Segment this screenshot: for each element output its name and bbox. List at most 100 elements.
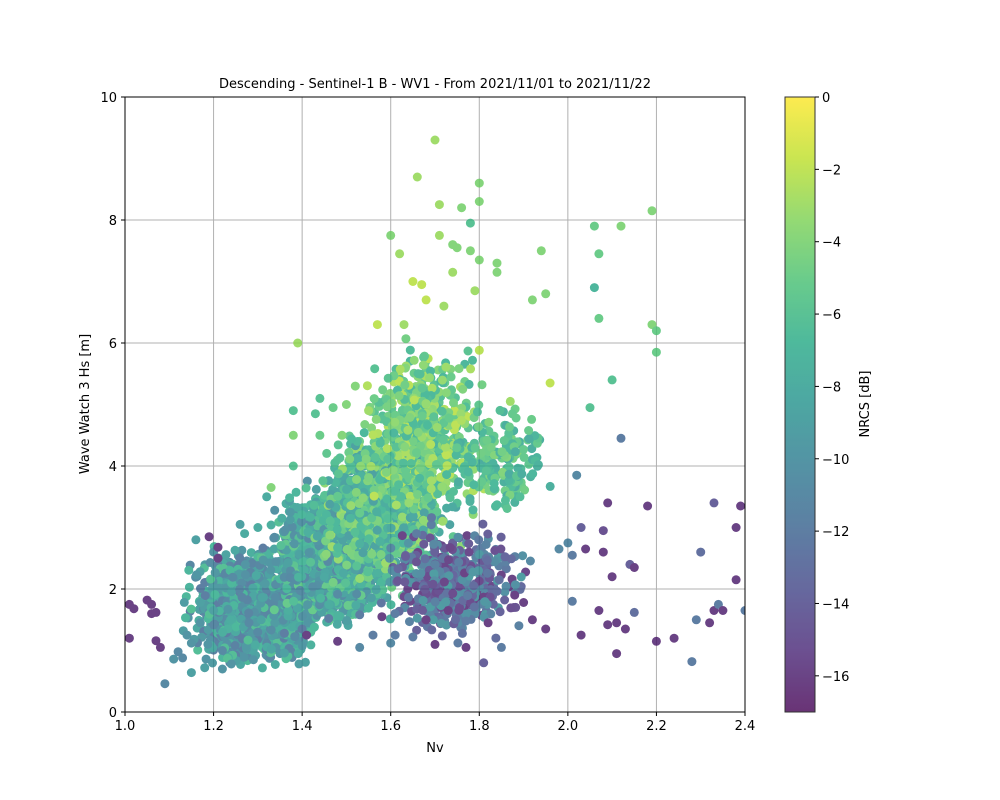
data-point xyxy=(201,654,211,664)
data-point xyxy=(418,360,428,370)
data-point xyxy=(305,512,315,522)
data-point xyxy=(203,639,213,649)
data-point xyxy=(382,444,392,454)
data-point xyxy=(429,412,439,422)
data-point xyxy=(266,644,276,654)
data-point xyxy=(318,476,328,486)
data-point xyxy=(364,534,374,544)
data-point xyxy=(266,565,276,575)
data-point xyxy=(437,482,447,492)
data-point xyxy=(352,561,362,571)
data-point xyxy=(376,550,386,559)
data-point xyxy=(400,442,410,452)
data-point xyxy=(345,454,355,464)
data-point xyxy=(316,593,326,603)
data-point xyxy=(369,394,379,404)
data-point xyxy=(359,428,369,438)
data-point xyxy=(290,632,300,642)
data-point xyxy=(319,572,329,582)
data-point xyxy=(243,635,253,645)
data-point xyxy=(417,383,427,393)
data-point xyxy=(413,490,423,499)
data-point xyxy=(401,469,411,479)
data-point xyxy=(363,603,373,613)
data-point xyxy=(235,553,245,563)
data-point xyxy=(351,487,361,497)
data-point xyxy=(289,539,299,549)
data-point xyxy=(228,572,238,582)
data-point xyxy=(464,539,474,549)
data-point xyxy=(458,384,468,394)
data-point xyxy=(260,579,270,589)
data-point xyxy=(419,508,429,518)
data-point xyxy=(364,473,374,482)
data-point xyxy=(181,613,190,623)
data-point xyxy=(200,591,210,601)
data-point xyxy=(404,498,414,508)
data-point xyxy=(309,622,319,632)
data-point xyxy=(403,425,413,435)
data-point xyxy=(325,499,335,509)
data-point xyxy=(325,530,335,540)
data-point xyxy=(423,493,433,503)
data-point xyxy=(289,596,299,606)
data-point xyxy=(441,362,451,372)
data-point xyxy=(312,531,322,541)
data-point xyxy=(266,625,276,635)
data-point xyxy=(321,549,331,559)
data-point xyxy=(444,413,454,423)
data-point xyxy=(454,364,464,374)
data-point xyxy=(253,627,263,637)
data-point xyxy=(415,463,425,473)
data-point xyxy=(351,600,361,610)
data-point xyxy=(370,364,380,374)
data-point xyxy=(362,381,372,391)
data-point xyxy=(431,460,441,469)
data-point xyxy=(352,589,362,599)
data-point xyxy=(413,427,423,437)
data-point xyxy=(324,600,334,610)
data-point xyxy=(415,473,425,483)
data-point xyxy=(230,641,240,650)
data-point xyxy=(210,568,220,578)
data-point xyxy=(257,663,267,673)
data-point xyxy=(221,550,231,560)
data-point xyxy=(426,484,436,494)
data-point xyxy=(237,545,247,555)
data-point xyxy=(335,453,345,463)
data-point xyxy=(294,572,303,582)
data-point xyxy=(375,536,385,546)
data-point xyxy=(283,558,293,568)
data-point xyxy=(333,491,343,501)
data-point xyxy=(342,560,352,570)
chart-title: Descending - Sentinel-1 B - WV1 - From 2… xyxy=(219,77,651,92)
data-point xyxy=(456,415,466,425)
data-point xyxy=(271,592,280,602)
data-point xyxy=(209,620,219,630)
data-point xyxy=(266,520,276,530)
data-point xyxy=(186,604,196,614)
data-point xyxy=(466,364,476,374)
data-point xyxy=(418,515,428,525)
data-point xyxy=(328,577,338,587)
scatter-points xyxy=(125,135,745,689)
data-point xyxy=(409,355,419,365)
data-point xyxy=(227,587,236,597)
data-point xyxy=(412,448,421,458)
data-point xyxy=(405,345,415,355)
data-point xyxy=(385,553,394,563)
data-point xyxy=(293,649,303,659)
data-point xyxy=(399,523,409,533)
data-point xyxy=(417,411,427,421)
data-point xyxy=(382,402,392,412)
data-point xyxy=(350,527,360,537)
data-point xyxy=(338,568,348,578)
data-point xyxy=(361,454,371,464)
data-point xyxy=(192,570,201,580)
data-point xyxy=(342,484,352,494)
data-point xyxy=(352,475,361,484)
data-point xyxy=(369,491,379,501)
data-point xyxy=(390,417,400,427)
data-point xyxy=(389,428,399,438)
data-point xyxy=(397,512,407,522)
